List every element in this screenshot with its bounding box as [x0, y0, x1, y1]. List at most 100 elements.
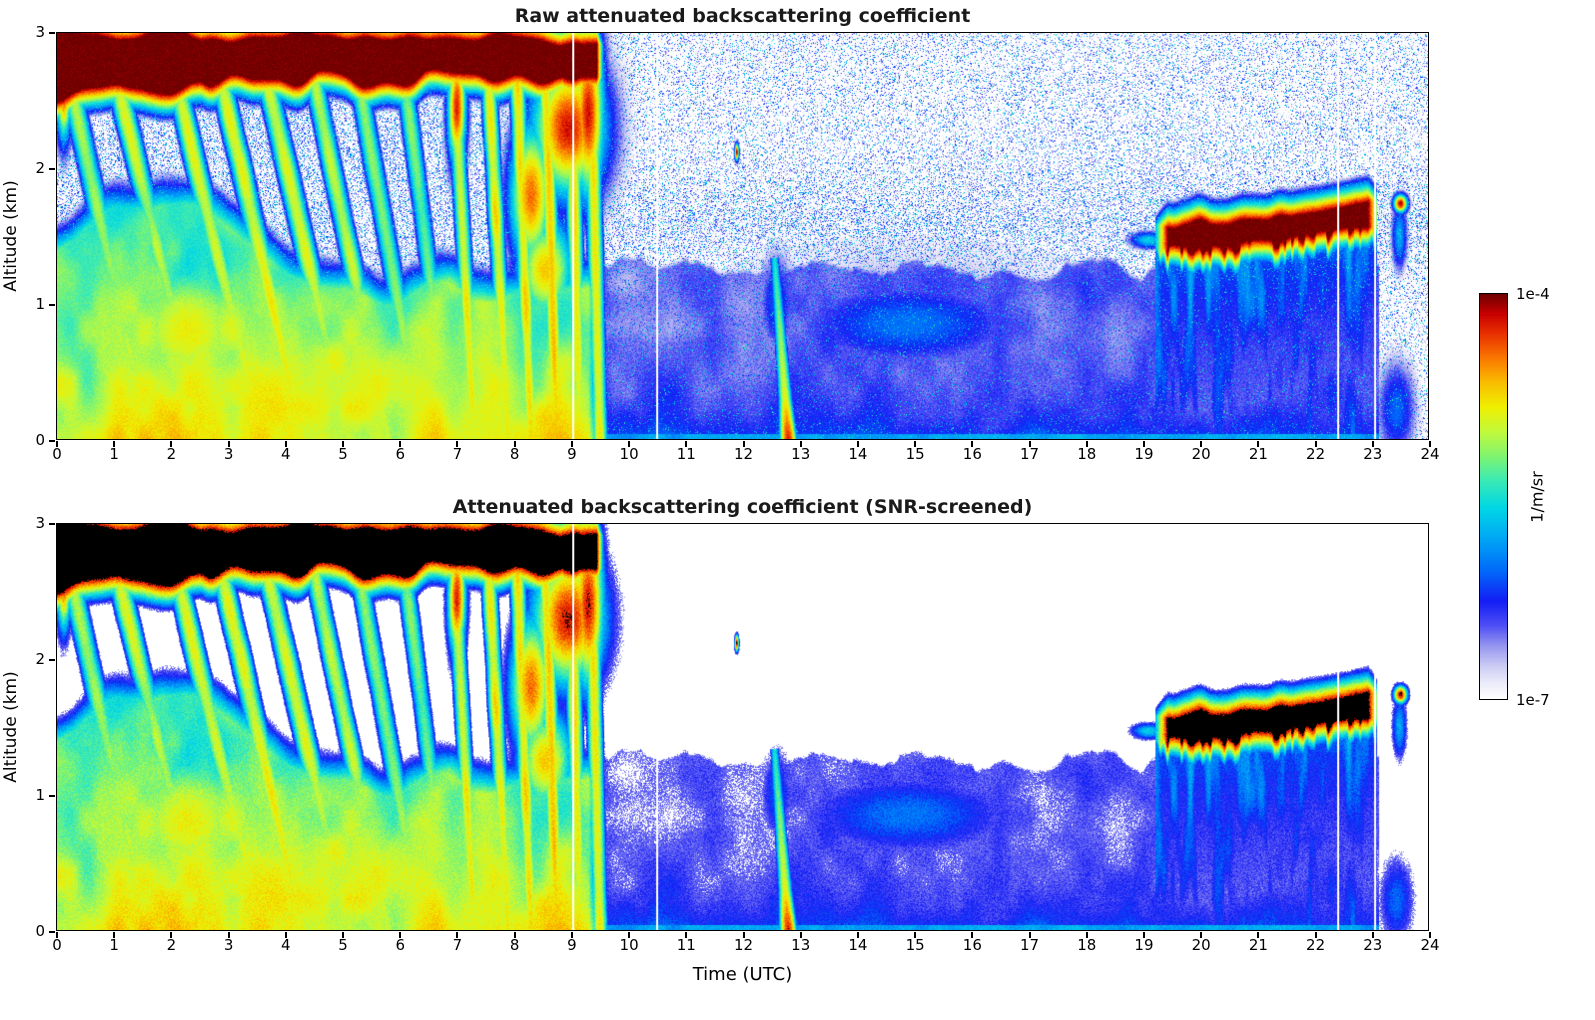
y-axis-label: Altitude (km): [1, 671, 21, 783]
x-tick-label: 16: [962, 936, 982, 954]
x-tick-label: 7: [452, 936, 463, 954]
x-tick-label: 23: [1363, 936, 1383, 954]
colorbar-unit-label: 1/m/sr: [1527, 470, 1547, 523]
x-tick: [742, 932, 745, 938]
y-tick-label: 3: [35, 23, 45, 41]
x-tick-label: 2: [166, 445, 177, 463]
x-tick: [1257, 441, 1260, 447]
x-tick-label: 9: [567, 936, 577, 954]
x-tick-label: 7: [452, 445, 463, 463]
x-tick-label: 19: [1134, 936, 1154, 954]
x-tick: [1085, 441, 1088, 447]
y-tick-label: 0: [35, 922, 45, 940]
x-tick: [1142, 441, 1145, 447]
x-tick: [971, 932, 974, 938]
x-tick-label: 12: [733, 936, 754, 954]
panel-raw-title: Raw attenuated backscattering coefficien…: [514, 5, 971, 27]
x-tick: [342, 932, 345, 938]
y-tick-label: 1: [35, 786, 45, 804]
y-tick-label: 2: [35, 159, 45, 177]
x-tick: [1314, 932, 1317, 938]
x-tick-label: 22: [1306, 445, 1326, 463]
x-tick: [513, 932, 516, 938]
x-tick: [1314, 441, 1317, 447]
x-tick-label: 14: [848, 445, 868, 463]
x-tick-label: 5: [338, 936, 348, 954]
y-tick-label: 2: [35, 650, 45, 668]
x-tick-label: 17: [1019, 936, 1040, 954]
y-tick: [49, 795, 55, 797]
colorbar-gradient: [1480, 294, 1507, 699]
panel-raw: Raw attenuated backscattering coefficien…: [1, 5, 1440, 463]
x-tick-label: 3: [223, 445, 234, 463]
x-tick-label: 11: [676, 445, 696, 463]
x-tick: [56, 441, 58, 447]
y-tick: [49, 931, 55, 933]
x-tick-label: 15: [905, 445, 925, 463]
x-tick: [628, 932, 631, 938]
x-tick-label: 10: [619, 936, 639, 954]
x-tick: [1257, 932, 1260, 938]
colorbar: 1e-4 1e-7 1/m/sr: [1479, 285, 1550, 709]
x-tick-label: 20: [1191, 936, 1211, 954]
x-tick-label: 24: [1420, 936, 1440, 954]
x-tick-label: 6: [395, 936, 406, 954]
heatmap-screened-canvas: [57, 524, 1428, 930]
x-tick: [113, 932, 116, 938]
y-tick-label: 0: [35, 431, 45, 449]
x-tick: [971, 441, 974, 447]
x-tick-label: 16: [962, 445, 982, 463]
x-tick: [914, 932, 917, 938]
x-tick: [1142, 932, 1145, 938]
x-tick-label: 13: [791, 445, 811, 463]
x-tick: [856, 441, 859, 447]
x-tick: [513, 441, 516, 447]
x-tick: [856, 932, 859, 938]
x-tick: [1028, 932, 1031, 938]
x-tick-label: 13: [791, 936, 811, 954]
panel-screened: Attenuated backscattering coefficient (S…: [1, 496, 1440, 985]
x-tick: [1371, 932, 1374, 938]
x-tick: [284, 441, 287, 447]
x-tick: [570, 932, 573, 938]
x-tick-label: 14: [848, 936, 868, 954]
x-tick: [399, 441, 402, 447]
x-tick: [1429, 932, 1431, 938]
x-tick: [799, 932, 802, 938]
x-tick-label: 21: [1248, 936, 1268, 954]
x-tick: [685, 441, 688, 447]
panel-screened-title: Attenuated backscattering coefficient (S…: [452, 496, 1033, 518]
x-tick-label: 1: [109, 445, 119, 463]
x-tick: [456, 932, 459, 938]
x-tick: [799, 441, 802, 447]
x-tick-label: 4: [281, 936, 291, 954]
x-tick-label: 18: [1077, 936, 1097, 954]
x-tick: [1085, 932, 1088, 938]
y-tick-label: 1: [35, 295, 45, 313]
x-tick-label: 11: [676, 936, 696, 954]
y-tick-label: 3: [35, 514, 45, 532]
x-tick: [570, 441, 573, 447]
y-tick: [49, 32, 55, 34]
x-tick-label: 19: [1134, 445, 1154, 463]
x-tick: [628, 441, 631, 447]
y-tick: [49, 304, 55, 306]
x-tick-label: 6: [395, 445, 406, 463]
y-tick: [49, 523, 55, 525]
x-tick: [1429, 441, 1431, 447]
x-tick: [914, 441, 917, 447]
x-tick: [399, 932, 402, 938]
x-tick: [170, 441, 173, 447]
x-tick-label: 0: [52, 936, 62, 954]
x-tick: [1371, 441, 1374, 447]
x-tick-label: 8: [509, 936, 520, 954]
colorbar-max-label: 1e-4: [1516, 285, 1550, 303]
x-tick: [685, 932, 688, 938]
y-tick: [49, 440, 55, 442]
x-tick: [742, 441, 745, 447]
x-tick-label: 3: [223, 936, 234, 954]
x-tick-label: 0: [52, 445, 62, 463]
x-tick-label: 8: [509, 445, 520, 463]
x-tick-label: 5: [338, 445, 348, 463]
x-tick-label: 17: [1019, 445, 1040, 463]
